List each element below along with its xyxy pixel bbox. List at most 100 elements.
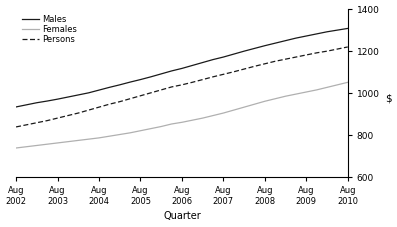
Males [242,50,247,52]
Males [86,91,91,94]
Persons [96,106,101,109]
Males [107,86,112,89]
Males [76,94,81,96]
Males [200,61,205,64]
Females [314,89,319,91]
Females [66,140,70,143]
Females [345,81,350,84]
Females [200,117,205,119]
Persons [24,123,29,126]
Persons [169,86,174,88]
Persons [86,109,91,111]
Line: Persons: Persons [16,47,348,127]
Males [283,39,288,42]
Females [13,147,18,149]
Persons [262,62,267,65]
Persons [314,52,319,54]
Persons [138,94,143,97]
Males [45,100,50,102]
Persons [221,73,226,76]
Males [13,106,18,108]
Persons [231,70,236,73]
Persons [66,114,70,117]
Persons [190,81,195,84]
Males [35,101,39,104]
Males [148,75,153,78]
Males [128,81,133,84]
Males [262,44,267,47]
Males [138,78,143,81]
Females [190,119,195,122]
Males [345,27,350,30]
Males [159,73,164,75]
Males [55,98,60,101]
Line: Females: Females [16,82,348,148]
Males [179,67,184,70]
Males [231,53,236,55]
Females [283,95,288,98]
Females [273,97,278,100]
Males [293,37,298,39]
Males [118,84,122,86]
Persons [293,56,298,58]
Females [96,136,101,139]
Females [325,86,330,89]
Persons [335,48,340,50]
Males [24,104,29,106]
Persons [304,54,309,56]
Persons [200,78,205,81]
Line: Males: Males [16,28,348,107]
Females [242,106,247,109]
Persons [211,75,216,78]
Persons [128,97,133,100]
Persons [273,60,278,63]
Males [66,96,70,99]
Females [211,114,216,117]
Y-axis label: $: $ [385,93,391,103]
Females [159,125,164,128]
Females [335,84,340,86]
Females [252,103,257,106]
Persons [118,100,122,103]
Females [221,112,226,114]
Males [211,58,216,61]
Males [273,42,278,44]
Females [107,135,112,138]
Males [169,70,174,72]
Females [24,145,29,148]
Females [231,109,236,111]
Males [304,35,309,37]
Persons [107,103,112,106]
Females [76,139,81,142]
Persons [345,46,350,48]
Males [314,32,319,35]
Males [335,29,340,32]
Males [96,89,101,91]
Legend: Males, Females, Persons: Males, Females, Persons [20,13,79,46]
Females [118,133,122,136]
Females [169,123,174,125]
Females [128,131,133,134]
Females [179,121,184,124]
Persons [55,117,60,119]
Females [262,100,267,103]
Females [304,91,309,93]
Persons [13,126,18,128]
Persons [325,50,330,52]
Persons [35,121,39,124]
Persons [252,65,257,68]
Females [55,142,60,144]
Persons [45,119,50,122]
Males [325,30,330,33]
Persons [283,58,288,61]
Persons [76,112,81,114]
X-axis label: Quarter: Quarter [163,211,201,222]
Females [138,129,143,132]
Persons [148,91,153,94]
Males [252,47,257,50]
Females [293,93,298,96]
Females [86,138,91,141]
Males [190,64,195,67]
Females [45,143,50,146]
Females [35,144,39,147]
